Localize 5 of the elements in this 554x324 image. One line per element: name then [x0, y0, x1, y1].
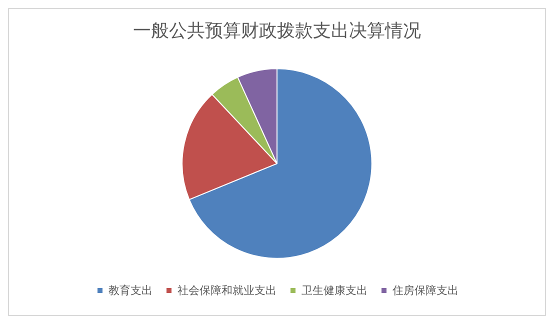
legend-label: 社会保障和就业支出: [178, 284, 276, 297]
chart-title: 一般公共预算财政拨款支出决算情况: [133, 20, 421, 42]
legend-label: 住房保障支出: [392, 284, 458, 297]
legend-label: 卫生健康支出: [302, 284, 368, 297]
legend-label: 教育支出: [108, 284, 152, 297]
